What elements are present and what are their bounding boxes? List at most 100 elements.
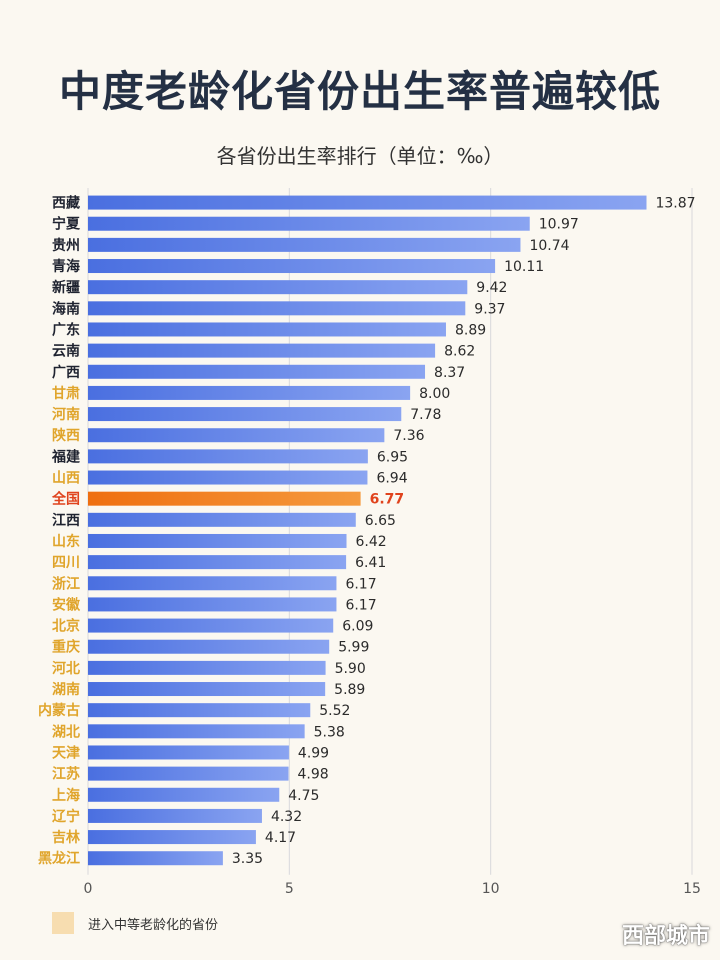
- category-label: 贵州: [52, 237, 80, 254]
- value-label: 5.38: [314, 724, 345, 740]
- x-tick-label: 0: [84, 881, 93, 897]
- value-label: 13.87: [655, 196, 695, 212]
- x-tick-label: 5: [285, 881, 294, 897]
- value-label: 6.09: [342, 619, 373, 635]
- category-label: 江西: [52, 512, 80, 529]
- value-label: 7.78: [410, 407, 441, 423]
- value-label: 6.17: [345, 576, 376, 592]
- category-label: 陕西: [52, 427, 80, 444]
- bar: [88, 259, 496, 274]
- bar: [88, 195, 647, 210]
- value-label: 4.98: [298, 767, 329, 783]
- bar: [88, 787, 280, 802]
- category-label: 河北: [52, 660, 80, 677]
- bar-highlight: [88, 491, 361, 506]
- bar: [88, 618, 334, 633]
- category-label: 重庆: [52, 639, 80, 656]
- bar: [88, 216, 530, 231]
- category-label: 浙江: [52, 575, 80, 592]
- x-tick-label: 15: [683, 881, 701, 897]
- value-label: 8.62: [444, 344, 475, 360]
- category-label: 天津: [52, 744, 80, 761]
- category-label: 新疆: [52, 279, 80, 296]
- value-label: 5.52: [319, 703, 350, 719]
- legend-label: 进入中等老龄化的省份: [88, 917, 219, 933]
- bar: [88, 364, 426, 379]
- watermark: 西部城市: [621, 924, 710, 949]
- value-label: 6.41: [355, 555, 386, 571]
- category-label: 北京: [52, 618, 80, 635]
- value-label: 8.00: [419, 386, 450, 402]
- value-label: 4.32: [271, 809, 302, 825]
- bar: [88, 470, 368, 485]
- value-label: 4.75: [288, 788, 319, 804]
- bar: [88, 745, 289, 760]
- category-label: 西藏: [52, 195, 80, 212]
- category-label: 广东: [52, 321, 80, 338]
- category-label: 青海: [52, 258, 80, 275]
- value-label: 6.95: [377, 449, 408, 465]
- category-label: 辽宁: [52, 808, 80, 825]
- bar: [88, 724, 305, 739]
- value-label: 5.89: [334, 682, 365, 698]
- category-label: 湖北: [52, 724, 80, 740]
- page-title: 中度老龄化省份出生率普遍较低: [58, 67, 661, 116]
- value-label: 4.99: [298, 745, 329, 761]
- bar: [88, 449, 368, 464]
- bar: [88, 301, 466, 316]
- value-label: 6.17: [345, 597, 376, 613]
- legend: 进入中等老龄化的省份: [52, 912, 218, 934]
- value-label: 3.35: [232, 851, 263, 867]
- value-label: 7.36: [393, 428, 424, 444]
- category-label: 黑龙江: [38, 850, 80, 867]
- bar: [88, 639, 330, 654]
- category-label: 广西: [52, 364, 80, 381]
- bar: [88, 533, 347, 548]
- value-label: 10.97: [539, 217, 579, 233]
- category-label: 四川: [52, 555, 80, 571]
- value-label: 9.42: [476, 280, 507, 296]
- bar: [88, 660, 326, 675]
- bar: [88, 280, 468, 295]
- bar: [88, 766, 289, 781]
- category-label: 福建: [51, 448, 80, 465]
- category-label: 吉林: [52, 829, 80, 846]
- bar: [88, 343, 436, 358]
- category-label: 云南: [52, 343, 80, 360]
- bar: [88, 830, 256, 845]
- bar: [88, 682, 326, 697]
- category-label: 内蒙古: [38, 702, 80, 719]
- category-label: 山东: [52, 533, 80, 550]
- category-label: 全国: [51, 491, 80, 508]
- category-label: 甘肃: [52, 385, 80, 402]
- bar: [88, 851, 223, 866]
- value-label: 6.77: [370, 492, 405, 508]
- chart-subtitle: 各省份出生率排行（单位：‰）: [216, 144, 504, 168]
- legend-swatch: [52, 912, 74, 934]
- category-label: 河南: [52, 406, 80, 423]
- bar: [88, 555, 347, 570]
- category-label: 海南: [52, 300, 80, 317]
- category-label: 山西: [52, 471, 80, 487]
- bar: [88, 385, 411, 400]
- value-label: 4.17: [265, 830, 296, 846]
- bar: [88, 576, 337, 591]
- category-label: 江苏: [52, 766, 80, 783]
- value-label: 10.74: [529, 238, 569, 254]
- category-label: 宁夏: [52, 216, 81, 233]
- bar: [88, 703, 311, 718]
- bar: [88, 512, 356, 527]
- bar: [88, 407, 402, 422]
- bar: [88, 597, 337, 612]
- bar: [88, 808, 262, 823]
- value-label: 10.11: [504, 259, 544, 275]
- category-label: 上海: [52, 787, 80, 804]
- bar: [88, 428, 385, 443]
- value-label: 9.37: [474, 301, 505, 317]
- value-label: 5.90: [335, 661, 366, 677]
- category-label: 湖南: [52, 681, 80, 698]
- value-label: 6.65: [365, 513, 396, 529]
- value-label: 5.99: [338, 640, 369, 656]
- bar: [88, 322, 446, 337]
